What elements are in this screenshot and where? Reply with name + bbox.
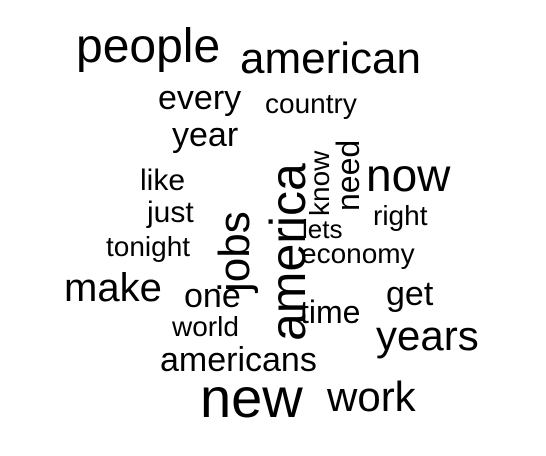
word-time: time: [300, 294, 361, 330]
word-just: just: [147, 196, 194, 229]
word-american: american: [240, 34, 421, 83]
word-make: make: [64, 266, 162, 310]
word-one: one: [184, 277, 241, 315]
word-get: get: [386, 275, 434, 313]
word-lets: lets: [302, 214, 343, 244]
word-work: work: [327, 373, 416, 420]
word-tonight: tonight: [106, 231, 191, 262]
word-country: country: [265, 88, 357, 119]
word-every: every: [158, 79, 242, 117]
word-year: year: [172, 116, 239, 154]
word-need: need: [330, 139, 366, 211]
word-years: years: [376, 312, 479, 359]
word-economy: economy: [301, 238, 415, 269]
word-now: now: [366, 149, 451, 201]
word-world: world: [172, 311, 239, 342]
word-people: people: [76, 20, 221, 73]
word-right: right: [373, 200, 428, 231]
word-americans: americans: [160, 341, 317, 379]
word-like: like: [140, 164, 186, 197]
word-new: new: [200, 366, 303, 429]
